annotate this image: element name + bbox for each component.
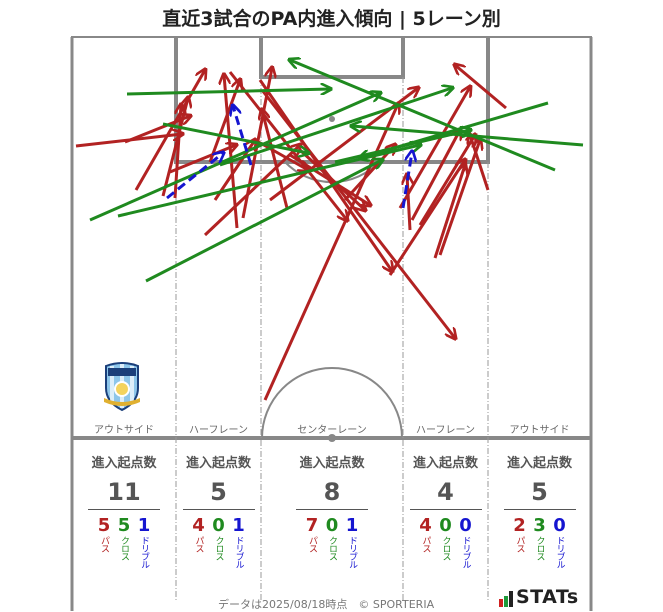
cross-arrow (290, 60, 556, 172)
pass-arrow (208, 80, 240, 163)
pass-arrow (455, 65, 507, 110)
stats-heading: 進入起点数 (506, 456, 572, 471)
pass-arrow (203, 145, 300, 237)
pass-arrow (407, 175, 410, 231)
bar-chart-icon (499, 591, 513, 607)
stats-heading: 進入起点数 (185, 456, 251, 471)
lane-dividers (175, 77, 489, 600)
cross-label: クロス (119, 536, 129, 560)
pass-arrow (228, 71, 347, 220)
lane-stats-outside-left: 進入起点数 11 5 パス 5 クロス 1 ドリブル (72, 452, 176, 568)
dribble-count: 0 (459, 515, 472, 536)
cross-label: クロス (440, 536, 451, 560)
pass-arrows (75, 65, 507, 401)
dribble-label: ドリブル (139, 536, 149, 568)
lane-stats-halfspace-right: 進入起点数 4 4 パス 0 クロス 0 ドリブル (403, 452, 488, 568)
cross-count: 5 (117, 515, 131, 536)
lane-label-center: センターレーン (297, 425, 367, 436)
pass-arrow (289, 153, 370, 205)
pass-arrow (298, 148, 365, 210)
pass-count: 2 (513, 515, 526, 536)
dribble-label: ドリブル (347, 536, 357, 568)
dribble-label: ドリブル (554, 536, 565, 568)
pass-label: パス (420, 536, 431, 552)
lane-stats-halfspace-left: 進入起点数 5 4 パス 0 クロス 1 ドリブル (176, 452, 261, 568)
lane-label-halfspace-right: ハーフレーン (416, 425, 475, 436)
pass-label: パス (514, 536, 525, 552)
pass-arrow (398, 87, 470, 209)
pass-count: 4 (419, 515, 432, 536)
pass-arrow (410, 130, 460, 221)
cross-arrow (126, 89, 330, 96)
brand-name: STATs (516, 586, 579, 608)
pass-arrow (134, 70, 205, 191)
dribble-arrows (166, 106, 412, 209)
pass-arrow (224, 75, 239, 229)
dribble-arrow (233, 106, 253, 166)
pass-label: パス (307, 536, 317, 552)
dribble-arrow (401, 152, 412, 209)
lane-label-outside-left: アウトサイド (94, 425, 154, 436)
pass-count: 4 (192, 515, 205, 536)
lane-label-halfspace-left: ハーフレーン (189, 425, 248, 436)
stats-heading: 進入起点数 (299, 456, 365, 471)
cross-arrows (89, 60, 584, 283)
dribble-count: 1 (232, 515, 245, 536)
cross-arrow (334, 130, 470, 164)
stats-heading: 進入起点数 (91, 456, 157, 471)
pass-arrow (470, 135, 490, 191)
dribble-label: ドリブル (233, 536, 244, 568)
lane-stats-outside-right: 進入起点数 5 2 パス 3 クロス 0 ドリブル (488, 452, 591, 568)
pass-label: パス (193, 536, 204, 552)
dribble-count: 0 (553, 515, 566, 536)
cross-arrow (162, 122, 308, 153)
entry-total: 11 (107, 478, 141, 506)
cross-arrow (145, 160, 382, 283)
pass-arrow (418, 135, 475, 226)
dribble-arrow (166, 153, 223, 200)
cross-arrow (117, 145, 420, 218)
team-crest-icon (104, 362, 140, 412)
cross-label: クロス (213, 536, 224, 560)
pass-count: 5 (97, 515, 111, 536)
cross-arrow (219, 88, 452, 167)
chart-title: 直近3試合のPA内進入傾向 | 5レーン別 (162, 8, 501, 30)
entry-total: 5 (531, 478, 548, 506)
lane-stats-center: 進入起点数 8 7 パス 0 クロス 1 ドリブル (261, 452, 403, 568)
dribble-count: 1 (137, 515, 151, 536)
pass-arrow (433, 165, 465, 259)
pass-label: パス (99, 536, 109, 552)
cross-label: クロス (534, 536, 545, 560)
pass-arrow (169, 145, 236, 174)
cross-count: 0 (212, 515, 225, 536)
cross-count: 3 (533, 515, 546, 536)
pitch-lines (70, 36, 593, 611)
entry-total: 4 (437, 478, 454, 506)
stats-brand-logo: STATs (499, 588, 579, 607)
cross-arrow (89, 93, 380, 222)
stats-heading: 進入起点数 (412, 456, 478, 471)
cross-label: クロス (327, 536, 337, 560)
pass-arrow (438, 140, 480, 256)
pass-arrow (388, 160, 465, 276)
dribble-label: ドリブル (460, 536, 471, 568)
data-date-note: データは2025/08/18時点 © SPORTERIA (218, 598, 435, 611)
dribble-count: 1 (345, 515, 359, 536)
cross-arrow (352, 126, 584, 147)
entry-total: 8 (323, 478, 341, 506)
entry-total: 5 (210, 478, 227, 506)
pass-count: 7 (305, 515, 319, 536)
cross-count: 0 (325, 515, 339, 536)
lane-label-outside-right: アウトサイド (509, 425, 570, 436)
cross-count: 0 (439, 515, 452, 536)
